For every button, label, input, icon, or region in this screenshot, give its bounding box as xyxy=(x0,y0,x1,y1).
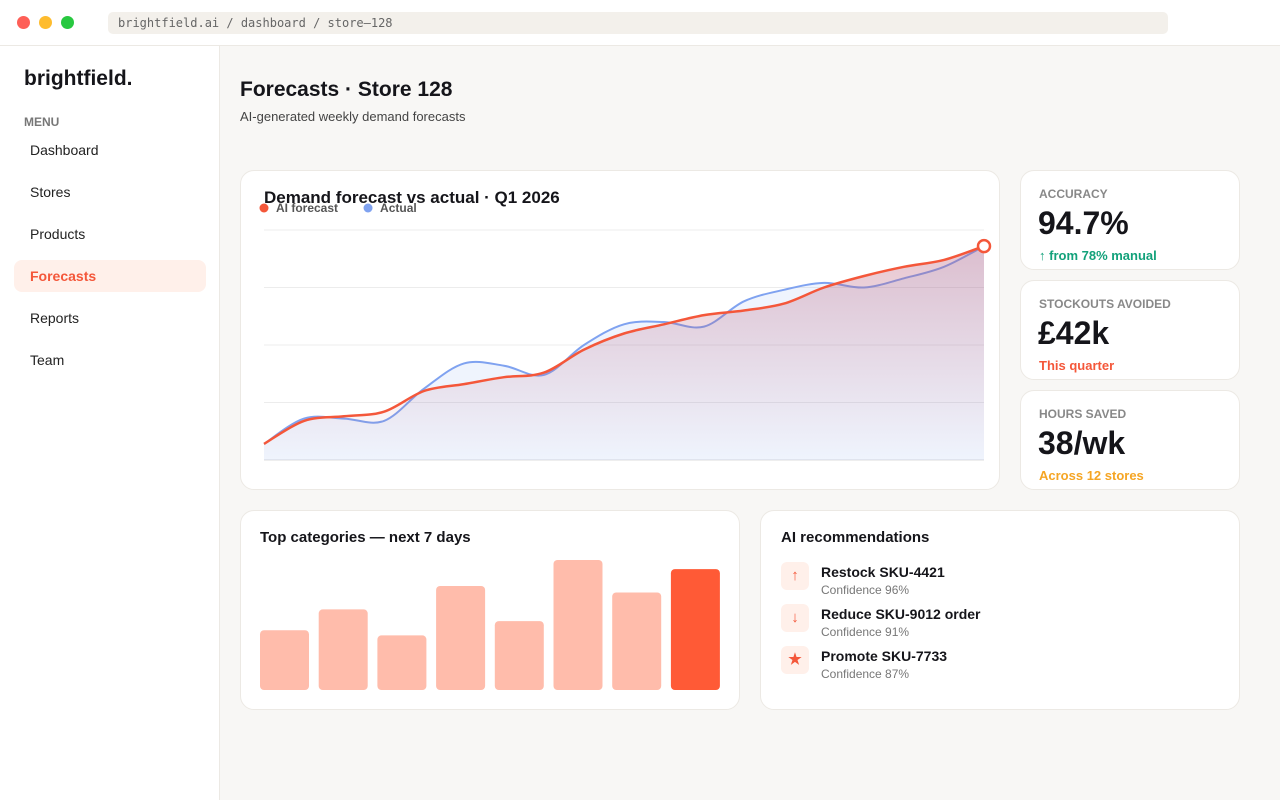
stat-card: ACCURACY 94.7% ↑ from 78% manual xyxy=(1020,170,1240,270)
rec-title: Reduce SKU-9012 order xyxy=(821,606,981,622)
legend-label: Actual xyxy=(380,201,417,215)
stat-value: 94.7% xyxy=(1038,205,1129,241)
stat-value: 38/wk xyxy=(1038,425,1126,461)
maximize-button[interactable] xyxy=(61,16,74,29)
bar xyxy=(494,621,544,690)
stat-note: This quarter xyxy=(1039,358,1115,373)
rec-icon: ★ xyxy=(781,646,809,674)
stat-card: HOURS SAVED 38/wk Across 12 stores xyxy=(1020,390,1240,490)
bar xyxy=(612,592,662,690)
stat-label: HOURS SAVED xyxy=(1039,407,1127,421)
stat-card: STOCKOUTS AVOIDED £42k This quarter xyxy=(1020,280,1240,380)
bar xyxy=(553,560,603,690)
recommendations-card: AI recommendations ↑ Restock SKU-4421 Conf… xyxy=(760,510,1240,710)
recommendation[interactable]: ↓ Reduce SKU-9012 order Confidence 91% xyxy=(781,604,1221,644)
rec-title: Promote SKU-7733 xyxy=(821,648,948,664)
minimize-button[interactable] xyxy=(39,16,52,29)
line-card: Demand forecast vs actual · Q1 2026 AI fo… xyxy=(240,170,1000,490)
end-marker xyxy=(976,238,992,254)
nav-item[interactable]: Products xyxy=(30,226,86,242)
stat-label: STOCKOUTS AVOIDED xyxy=(1039,297,1171,311)
bar xyxy=(377,635,427,690)
chart-title: Top categories — next 7 days xyxy=(260,529,471,546)
bar xyxy=(436,586,486,690)
close-button[interactable] xyxy=(17,16,30,29)
legend-swatch xyxy=(363,203,373,213)
area xyxy=(264,246,984,460)
page-subtitle: AI-generated weekly demand forecasts xyxy=(240,109,466,124)
brand: brightfield. xyxy=(24,67,133,90)
nav-item[interactable]: Forecasts xyxy=(14,260,206,292)
rec-icon: ↓ xyxy=(781,604,809,632)
rec-icon: ↑ xyxy=(781,562,809,590)
legend-label: AI forecast xyxy=(276,201,338,215)
rec-detail: Confidence 87% xyxy=(821,667,910,681)
nav-item[interactable]: Stores xyxy=(30,184,71,200)
page-title: Forecasts · Store 128 xyxy=(240,78,453,101)
chart-title: Demand forecast vs actual · Q1 2026 xyxy=(264,188,560,207)
recommendation[interactable]: ★ Promote SKU-7733 Confidence 87% xyxy=(781,646,1221,686)
rec-title: Restock SKU-4421 xyxy=(821,564,945,580)
bar xyxy=(670,569,720,690)
legend-swatch xyxy=(259,203,269,213)
bar-card: Top categories — next 7 days xyxy=(240,510,740,710)
address-bar[interactable]: brightfield.ai / dashboard / store–128 xyxy=(108,12,1168,34)
rec-detail: Confidence 91% xyxy=(821,625,910,639)
bar xyxy=(318,609,368,690)
stat-note: ↑ from 78% manual xyxy=(1039,248,1157,263)
stat-label: ACCURACY xyxy=(1039,187,1108,201)
nav-item[interactable]: Reports xyxy=(30,310,80,326)
sidebar: brightfield. MENU Dashboard Stores Product… xyxy=(0,46,220,800)
line xyxy=(263,244,985,445)
stat-note: Across 12 stores xyxy=(1039,468,1144,483)
recommendations-title: AI recommendations xyxy=(781,529,930,546)
rec-detail: Confidence 96% xyxy=(821,583,910,597)
bar xyxy=(260,630,309,690)
stat-value: £42k xyxy=(1038,315,1110,351)
browser-bar: brightfield.ai / dashboard / store–128 xyxy=(0,0,1280,46)
bar-chart: Top categories — next 7 days xyxy=(260,529,720,690)
nav-item[interactable]: Team xyxy=(30,352,65,368)
menu-label: MENU xyxy=(24,115,60,129)
nav-item[interactable]: Dashboard xyxy=(30,142,99,158)
recommendation[interactable]: ↑ Restock SKU-4421 Confidence 96% xyxy=(781,562,1221,602)
